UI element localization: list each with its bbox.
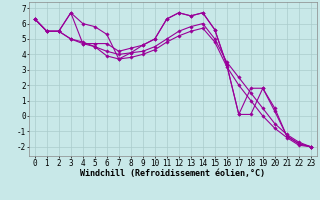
- X-axis label: Windchill (Refroidissement éolien,°C): Windchill (Refroidissement éolien,°C): [80, 169, 265, 178]
